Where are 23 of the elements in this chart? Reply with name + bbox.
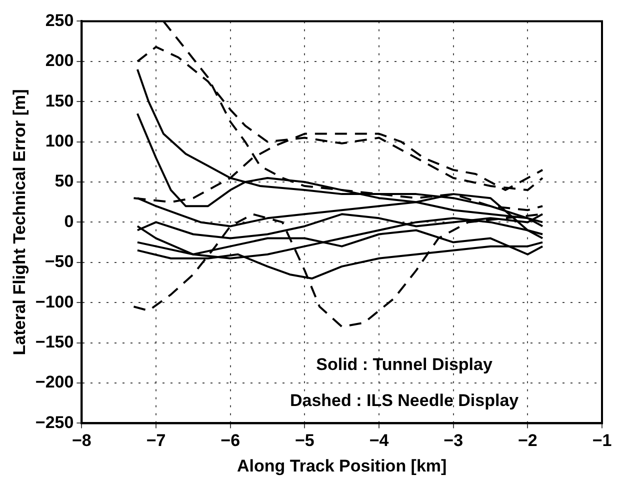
y-tick-label: 50 (54, 172, 74, 191)
y-tick-label: 250 (45, 10, 74, 30)
y-tick-label: 0 (64, 212, 74, 231)
x-tick-label: −3 (444, 431, 464, 450)
x-axis-title: Along Track Position [km] (236, 456, 447, 476)
annotation: Dashed : ILS Needle Display (290, 390, 520, 410)
y-axis-title: Lateral Flight Technical Error [m] (10, 89, 29, 356)
y-tick-label: 150 (45, 91, 74, 110)
y-tick-label: 100 (45, 131, 74, 150)
x-tick-label: −5 (294, 431, 314, 450)
x-tick-label: −6 (220, 431, 240, 450)
annotation: Solid : Tunnel Display (316, 354, 493, 374)
x-tick-label: −2 (518, 431, 538, 450)
x-tick-label: −1 (592, 431, 612, 450)
y-tick-label: −150 (35, 332, 74, 352)
x-tick-label: −8 (72, 431, 92, 450)
y-tick-label: −50 (44, 252, 74, 272)
x-tick-label: −4 (369, 431, 390, 450)
x-tick-label: −7 (146, 431, 166, 450)
y-tick-label: 200 (45, 51, 74, 70)
y-tick-label: −200 (35, 372, 74, 392)
y-tick-label: −100 (35, 292, 74, 312)
y-tick-label: −250 (35, 412, 74, 432)
